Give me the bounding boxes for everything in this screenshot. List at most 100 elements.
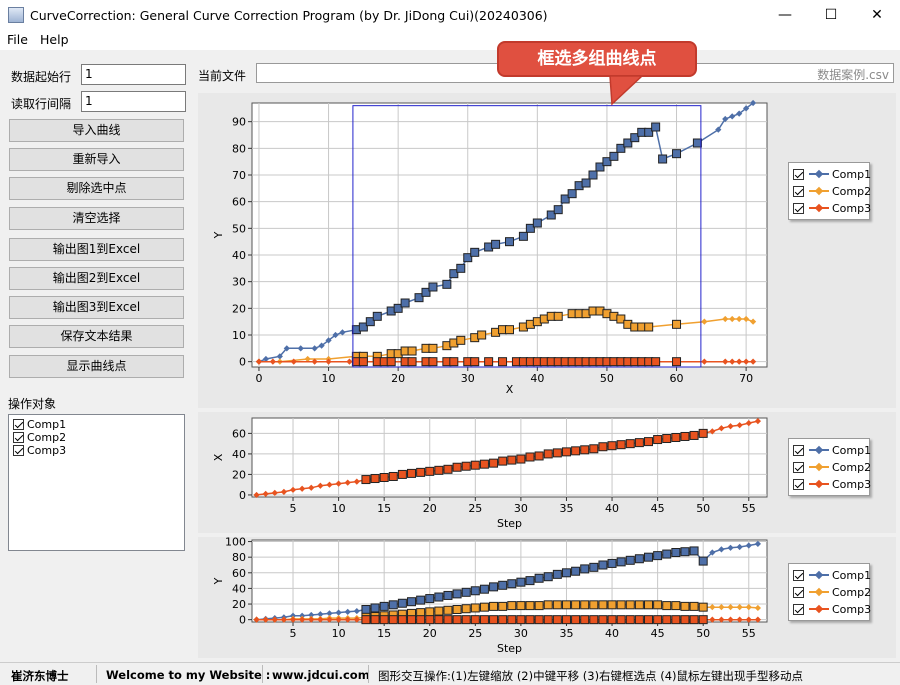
legend-item-comp1[interactable]: Comp1: [793, 567, 871, 583]
object-comp3[interactable]: Comp3: [13, 444, 66, 457]
legend-checkbox[interactable]: [793, 478, 804, 490]
legend-item-comp2[interactable]: Comp2: [793, 183, 871, 199]
selected-point: [434, 615, 444, 625]
legend-item-comp1[interactable]: Comp1: [793, 166, 871, 182]
legend-checkbox[interactable]: [793, 586, 804, 598]
selected-point: [534, 451, 544, 461]
selected-point: [634, 438, 644, 448]
data-point: [745, 542, 752, 549]
legend-checkbox[interactable]: [793, 461, 804, 473]
selected-point: [386, 357, 396, 367]
selected-point: [425, 607, 435, 617]
selected-point: [623, 138, 633, 148]
object-label: Comp2: [27, 431, 67, 444]
legend-checkbox[interactable]: [793, 202, 804, 214]
selected-point: [644, 322, 654, 332]
y-tick-label: 40: [232, 448, 246, 461]
checkbox-comp3[interactable]: [13, 445, 24, 456]
legend-item-comp3[interactable]: Comp3: [793, 200, 871, 216]
x-tick-label: 55: [742, 627, 756, 640]
legend-swatch: [809, 587, 829, 597]
save-text-button[interactable]: 保存文本结果: [9, 325, 184, 348]
legend-checkbox[interactable]: [793, 168, 804, 180]
selected-point: [616, 615, 626, 625]
y-tick-label: 100: [225, 536, 246, 549]
selected-point: [434, 592, 444, 602]
menu-help[interactable]: Help: [40, 32, 69, 47]
object-comp2[interactable]: Comp2: [13, 431, 66, 444]
x-tick-label: 15: [377, 627, 391, 640]
selected-point: [546, 210, 556, 220]
selected-point: [365, 317, 375, 327]
data-point: [718, 604, 725, 611]
x-tick-label: 15: [377, 502, 391, 515]
y-tick-label: 30: [232, 276, 246, 289]
selected-point: [443, 615, 453, 625]
selected-point: [651, 357, 661, 367]
clear-selection-button[interactable]: 清空选择: [9, 207, 184, 230]
selected-point: [461, 604, 471, 614]
selected-point: [507, 455, 517, 465]
selected-point: [598, 560, 608, 570]
maximize-button[interactable]: ☐: [824, 7, 838, 23]
legend-item-comp3[interactable]: Comp3: [793, 476, 871, 492]
selected-point: [616, 440, 626, 450]
export-fig1-button[interactable]: 输出图1到Excel: [9, 238, 184, 261]
export-fig2-button[interactable]: 输出图2到Excel: [9, 267, 184, 290]
legend-label: Comp1: [832, 167, 872, 181]
x-tick-label: 35: [559, 502, 573, 515]
x-tick-label: 0: [255, 372, 262, 385]
checkbox-comp2[interactable]: [13, 432, 24, 443]
object-comp1[interactable]: Comp1: [13, 418, 66, 431]
selected-point: [561, 568, 571, 578]
legend-checkbox[interactable]: [793, 444, 804, 456]
legend-item-comp3[interactable]: Comp3: [793, 601, 871, 617]
checkbox-comp1[interactable]: [13, 419, 24, 430]
export-fig3-button[interactable]: 输出图3到Excel: [9, 296, 184, 319]
legend-checkbox[interactable]: [793, 603, 804, 615]
selected-point: [680, 615, 690, 625]
selected-point: [662, 601, 672, 611]
legend-checkbox[interactable]: [793, 569, 804, 581]
close-button[interactable]: ✕: [871, 7, 883, 23]
data-point: [718, 616, 725, 623]
data-point: [749, 358, 757, 365]
selected-point: [397, 469, 407, 479]
x-tick-label: 20: [391, 372, 405, 385]
legend-item-comp1[interactable]: Comp1: [793, 442, 871, 458]
show-points-button[interactable]: 显示曲线点: [9, 355, 184, 378]
legend-item-comp2[interactable]: Comp2: [793, 459, 871, 475]
import-curve-button[interactable]: 导入曲线: [9, 119, 184, 142]
selected-point: [479, 602, 489, 612]
data-point: [297, 345, 304, 352]
reimport-button[interactable]: 重新导入: [9, 148, 184, 171]
selected-point: [698, 428, 708, 438]
legend-label: Comp2: [832, 460, 872, 474]
menu-file[interactable]: File: [7, 32, 28, 47]
selected-point: [484, 357, 494, 367]
x-tick-label: 30: [514, 502, 528, 515]
data-point: [308, 611, 315, 619]
selected-point: [370, 474, 380, 484]
start-row-input[interactable]: 1: [81, 64, 186, 85]
selected-point: [671, 615, 681, 625]
legend-swatch: [809, 479, 829, 489]
data-point: [318, 342, 325, 349]
legend-checkbox[interactable]: [793, 185, 804, 197]
interval-input[interactable]: 1: [81, 91, 186, 112]
selected-point: [452, 605, 462, 615]
data-point: [736, 616, 743, 623]
x-tick-label: 40: [605, 627, 619, 640]
legend-label: Comp2: [832, 585, 872, 599]
remove-selected-button[interactable]: 剔除选中点: [9, 177, 184, 200]
selected-point: [407, 346, 417, 356]
minimize-button[interactable]: —: [778, 7, 792, 23]
selected-point: [370, 603, 380, 613]
legend-item-comp2[interactable]: Comp2: [793, 584, 871, 600]
selected-point: [625, 555, 635, 565]
data-point: [718, 546, 725, 553]
selected-point: [580, 615, 590, 625]
legend-label: Comp1: [832, 443, 872, 457]
status-website-link[interactable]: www.jdcui.com: [272, 668, 370, 682]
